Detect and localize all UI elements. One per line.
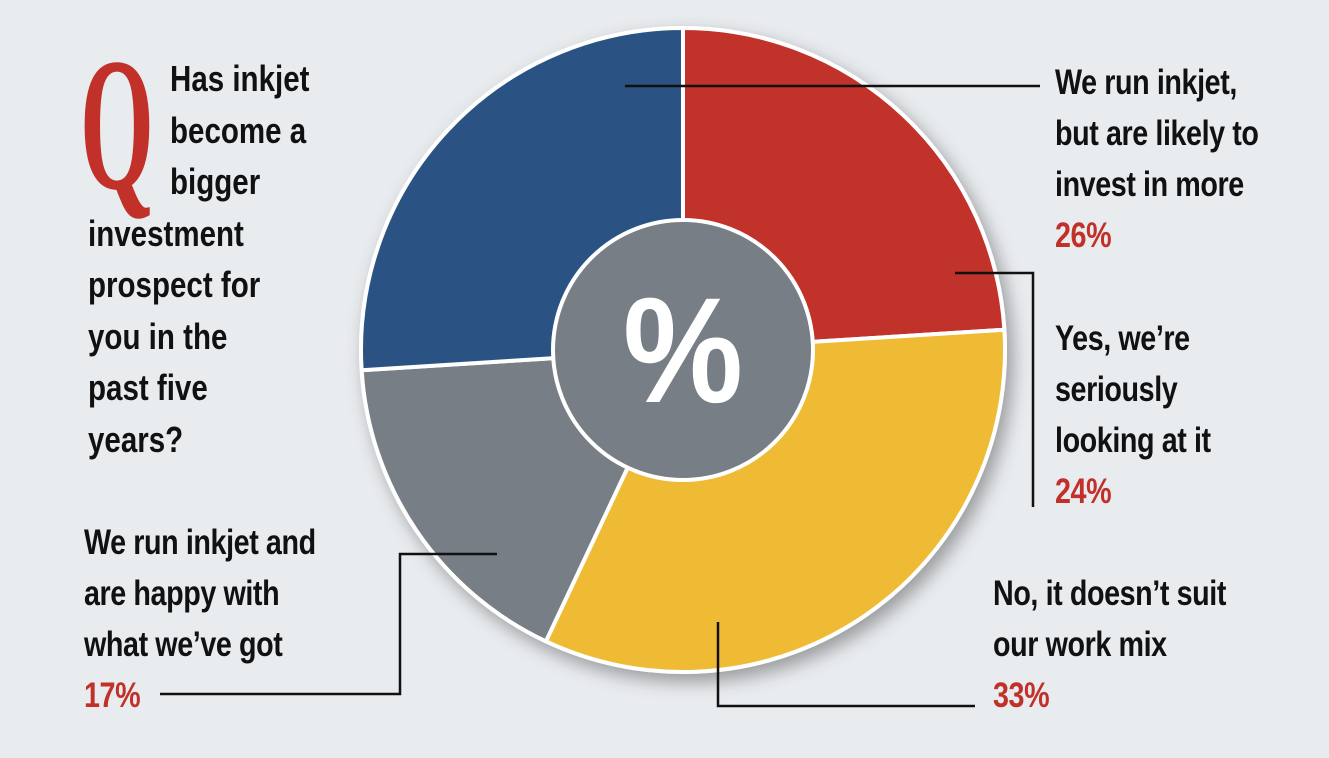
leader-line-gray <box>160 552 497 696</box>
question-line: become a <box>170 109 307 151</box>
question-letter: Q <box>80 20 154 230</box>
data-label: 33% <box>993 676 1050 715</box>
question-text: Has inkjet become a bigger investment pr… <box>88 53 309 465</box>
data-label: 24% <box>1055 472 1112 511</box>
label-line: are happy with <box>84 574 280 613</box>
label-invest-more: We run inkjet, but are likely to invest … <box>1055 57 1259 261</box>
question-line: bigger <box>170 161 261 202</box>
data-label: 26% <box>1055 216 1112 255</box>
question-line: you in the <box>88 315 228 357</box>
question-line: Has inkjet <box>170 58 310 99</box>
label-line: No, it doesn’t suit <box>993 574 1226 613</box>
label-line: Yes, we’re <box>1055 319 1190 358</box>
question-line: years? <box>88 418 184 460</box>
label-seriously-looking: Yes, we’re seriously looking at it 24% <box>1055 313 1211 517</box>
question-line: past five <box>88 367 208 408</box>
label-line: We run inkjet and <box>84 523 316 562</box>
center-percent-symbol: % <box>622 266 744 434</box>
label-line: what we’ve got <box>84 625 283 664</box>
question-line: prospect for <box>88 264 261 305</box>
label-line: invest in more <box>1055 165 1244 204</box>
label-not-suit: No, it doesn’t suit our work mix 33% <box>993 568 1226 721</box>
label-line: our work mix <box>993 625 1167 664</box>
leader-line-yellow <box>716 622 975 708</box>
question-line: investment <box>88 212 244 254</box>
label-line: seriously <box>1055 370 1178 409</box>
label-line: We run inkjet, <box>1055 63 1237 102</box>
leader-line-red <box>955 271 1035 507</box>
label-line: looking at it <box>1055 421 1211 460</box>
data-label: 17% <box>84 676 141 715</box>
label-happy: We run inkjet and are happy with what we… <box>84 517 316 721</box>
label-line: but are likely to <box>1055 114 1259 153</box>
center-circle <box>551 218 815 482</box>
